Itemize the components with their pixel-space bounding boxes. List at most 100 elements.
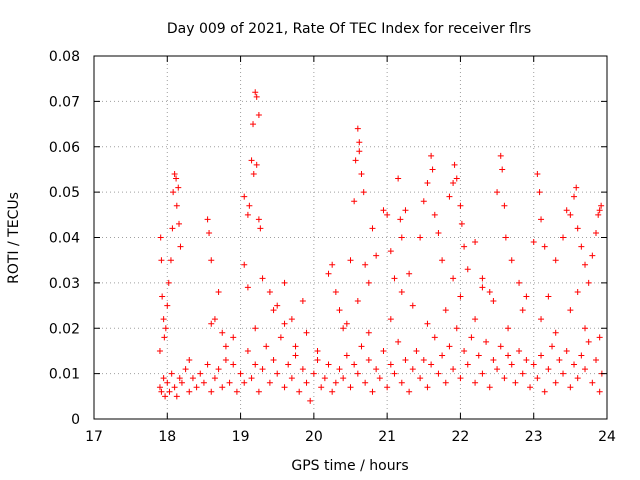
data-point <box>402 357 409 364</box>
data-point <box>351 198 358 205</box>
data-point <box>556 357 563 364</box>
data-point <box>593 357 600 364</box>
data-point <box>296 388 303 395</box>
x-tick-label: 24 <box>598 429 616 445</box>
data-point <box>391 275 398 282</box>
data-point <box>536 189 543 196</box>
data-point <box>499 166 506 173</box>
data-point <box>420 357 427 364</box>
data-point <box>516 347 523 354</box>
data-point <box>398 288 405 295</box>
data-point <box>442 307 449 314</box>
data-point <box>358 170 365 177</box>
data-point <box>494 189 501 196</box>
data-point <box>420 198 427 205</box>
grid-lines <box>94 56 607 419</box>
data-point <box>545 366 552 373</box>
data-point <box>270 307 277 314</box>
data-point <box>248 157 255 164</box>
data-point <box>166 388 173 395</box>
data-point <box>516 279 523 286</box>
data-point <box>571 361 578 368</box>
data-point <box>479 275 486 282</box>
data-point <box>464 266 471 273</box>
data-point <box>534 170 541 177</box>
data-point <box>585 338 592 345</box>
data-point <box>397 216 404 223</box>
data-point <box>442 379 449 386</box>
data-point <box>246 202 253 209</box>
data-point <box>259 366 266 373</box>
data-point <box>176 220 183 227</box>
data-point <box>523 293 530 300</box>
data-point <box>464 361 471 368</box>
data-point <box>505 325 512 332</box>
data-point <box>424 180 431 187</box>
data-point <box>156 347 163 354</box>
data-point <box>340 325 347 332</box>
data-point <box>292 352 299 359</box>
y-tick-label: 0.02 <box>49 321 80 337</box>
data-point <box>281 320 288 327</box>
data-point <box>211 375 218 382</box>
data-point <box>387 316 394 323</box>
data-point <box>329 388 336 395</box>
data-point <box>369 225 376 232</box>
data-point <box>157 234 164 241</box>
data-point <box>274 370 281 377</box>
data-point <box>215 366 222 373</box>
x-tick-labels: 17 18 19 20 21 22 23 24 <box>85 429 616 445</box>
data-point <box>332 288 339 295</box>
x-axis-label: GPS time / hours <box>291 458 408 474</box>
data-point <box>314 357 321 364</box>
data-point <box>538 352 545 359</box>
data-point <box>169 225 176 232</box>
data-point <box>281 384 288 391</box>
data-point <box>596 207 603 214</box>
data-point <box>475 352 482 359</box>
data-point <box>486 384 493 391</box>
data-point <box>380 207 387 214</box>
x-tick-label: 23 <box>525 429 543 445</box>
data-point <box>303 329 310 336</box>
data-point <box>573 184 580 191</box>
data-point <box>318 384 325 391</box>
data-point <box>171 170 178 177</box>
data-point <box>571 193 578 200</box>
data-point <box>208 388 215 395</box>
data-point <box>160 375 167 382</box>
data-point <box>354 370 361 377</box>
data-point <box>288 316 295 323</box>
data-point <box>431 211 438 218</box>
data-point <box>582 325 589 332</box>
data-point <box>512 379 519 386</box>
data-point <box>233 388 240 395</box>
data-point <box>417 234 424 241</box>
data-point <box>266 379 273 386</box>
data-point <box>406 388 413 395</box>
data-point <box>244 284 251 291</box>
data-point <box>406 270 413 277</box>
data-point <box>161 334 168 341</box>
data-point <box>177 243 184 250</box>
data-point <box>567 384 574 391</box>
x-tick-label: 19 <box>232 429 250 445</box>
x-tick-label: 17 <box>85 429 103 445</box>
data-point <box>563 207 570 214</box>
data-point <box>486 288 493 295</box>
data-point <box>259 275 266 282</box>
data-point <box>596 334 603 341</box>
data-point <box>578 352 585 359</box>
data-point <box>501 375 508 382</box>
data-point <box>325 361 332 368</box>
y-tick-label: 0.04 <box>49 231 80 247</box>
data-point <box>257 225 264 232</box>
data-point <box>329 261 336 268</box>
data-point <box>545 293 552 300</box>
data-point <box>560 370 567 377</box>
data-point <box>435 229 442 236</box>
y-tick-label: 0.08 <box>49 49 80 65</box>
data-point <box>255 216 262 223</box>
data-point <box>538 216 545 223</box>
data-point <box>178 379 185 386</box>
